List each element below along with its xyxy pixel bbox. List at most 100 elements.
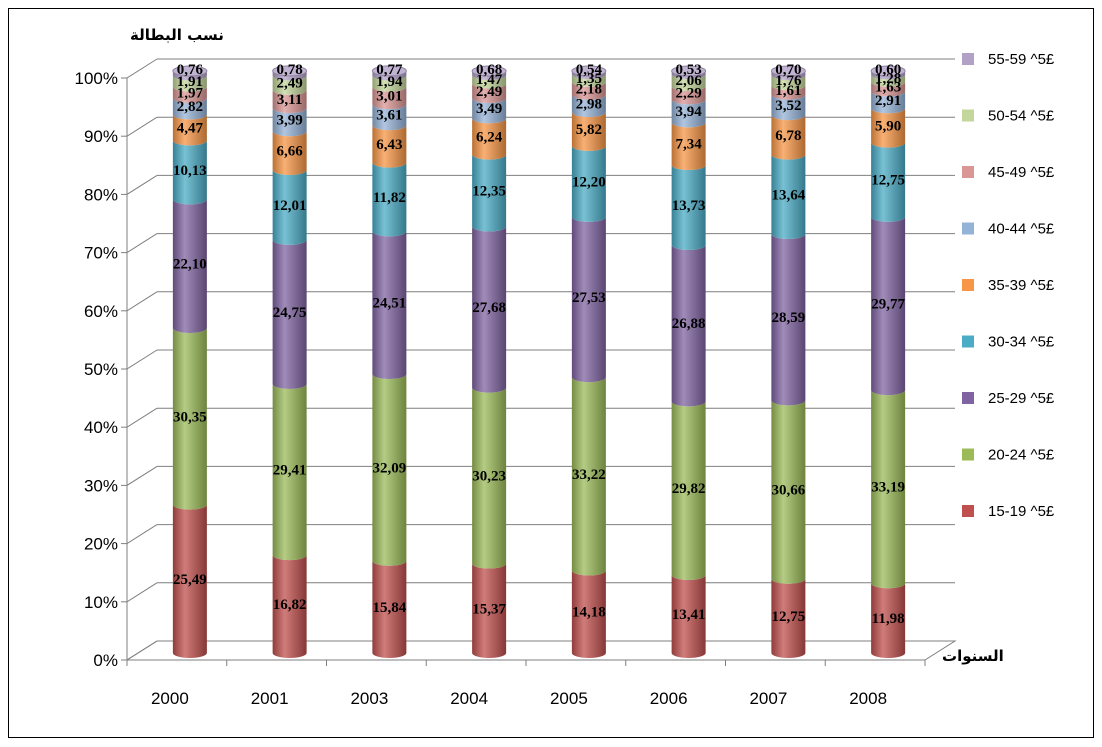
data-label: 33,22	[572, 467, 606, 483]
bar-segment	[571, 81, 606, 100]
bar-segment	[372, 374, 407, 566]
bar-segment	[472, 98, 507, 124]
data-label: 26,88	[672, 316, 706, 332]
data-label: 30,66	[772, 483, 806, 499]
data-label: 13,64	[772, 187, 806, 203]
data-label: 25,49	[173, 572, 207, 588]
data-label: 29,41	[273, 463, 307, 479]
bar-segment	[472, 74, 507, 89]
legend-swatch	[962, 53, 974, 65]
bar-segment	[771, 578, 806, 658]
bar-segment	[871, 108, 906, 148]
data-label: 0,60	[875, 62, 901, 78]
gridline-side	[126, 524, 158, 545]
bar-segment	[871, 70, 906, 80]
legend: 55-59 ^5£ 50-54 ^5£ 45-49 ^5£ 40-44 ^5£ 35-3…	[962, 51, 1055, 520]
bar-segment	[671, 71, 706, 80]
bar-segment	[871, 216, 906, 396]
bar-segment	[771, 85, 806, 100]
data-label: 0,76	[177, 62, 204, 78]
bar-segment	[671, 86, 706, 105]
bar-segment	[172, 86, 207, 104]
bar-segment	[571, 216, 606, 383]
bar-segment	[571, 377, 606, 576]
gridline-side	[126, 116, 158, 137]
y-tick-label: 0%	[93, 651, 118, 670]
legend-swatch	[962, 505, 974, 517]
bar-segment	[272, 383, 307, 561]
x-tick-label: 2000	[151, 689, 189, 708]
bar-segment	[571, 71, 606, 80]
data-label: 2,49	[277, 76, 303, 92]
data-label: 10,13	[173, 163, 207, 179]
data-label: 27,68	[472, 300, 506, 316]
data-label: 13,41	[672, 607, 706, 623]
data-label: 2,82	[177, 99, 203, 115]
bar-segment	[571, 145, 606, 222]
bar-segment	[571, 570, 606, 658]
y-axis-title: نسب البطالة	[130, 26, 224, 44]
y-tick-label: 80%	[84, 185, 118, 204]
gridline-side	[126, 465, 158, 486]
data-labels: 25,49 30,35 22,10 10,13 4,47 2,821,971,910,76…	[173, 62, 906, 627]
x-tick-label: 2007	[749, 689, 787, 708]
data-label: 0,70	[775, 62, 801, 78]
data-label: 1,47	[476, 72, 503, 88]
y-tick-label: 60%	[84, 302, 118, 321]
bar-segment	[871, 91, 906, 114]
x-tick-label: 2004	[450, 689, 488, 708]
data-label: 1,35	[576, 71, 602, 87]
bar-top-cap	[770, 65, 806, 77]
legend-label: 15-19 ^5£	[988, 503, 1055, 520]
bar-segment	[272, 555, 307, 658]
gridlines	[125, 58, 957, 661]
data-label: 12,75	[871, 173, 905, 189]
data-label: 1,94	[376, 74, 403, 90]
bar-segment	[472, 563, 507, 658]
data-label: 12,35	[472, 184, 506, 200]
data-label: 27,53	[572, 290, 606, 306]
bar-top-cap	[571, 65, 607, 77]
data-label: 6,43	[376, 137, 402, 153]
bar-segment	[372, 560, 407, 658]
bar-segment	[172, 114, 207, 146]
y-tick-label: 70%	[84, 244, 118, 263]
bar-segment	[472, 71, 507, 80]
data-label: 0,78	[277, 62, 303, 78]
bar-segment	[372, 162, 407, 237]
data-label: 2,18	[576, 81, 602, 97]
bar-segment	[671, 74, 706, 92]
legend-swatch	[962, 166, 974, 178]
legend-swatch	[962, 109, 974, 122]
data-label: 4,47	[177, 120, 204, 136]
axes: 0% 10% 20% 30% 40% 50% 60% 70% 80% 90% 100% 2000 200…	[75, 69, 926, 708]
data-label: 5,82	[576, 122, 602, 138]
bar-segment	[472, 387, 507, 569]
data-label: 12,20	[572, 174, 606, 190]
bar-segment	[671, 244, 706, 407]
data-label: 2,49	[476, 84, 502, 100]
data-label: 2,06	[676, 73, 703, 89]
data-label: 28,59	[772, 310, 806, 326]
bar-segment	[172, 98, 207, 120]
bar-segment	[172, 75, 207, 92]
bar-segment	[272, 239, 307, 389]
bar-segment	[871, 390, 906, 589]
data-label: 1,61	[775, 83, 801, 99]
x-tick-label: 2001	[251, 689, 289, 708]
data-label: 22,10	[173, 257, 207, 273]
data-label: 1,63	[875, 80, 901, 96]
data-label: 32,09	[373, 460, 407, 476]
bar-segment	[671, 165, 706, 250]
data-label: 2,29	[676, 86, 702, 102]
bar-segment	[172, 328, 207, 510]
data-label: 3,99	[277, 113, 303, 129]
data-label: 24,51	[373, 296, 407, 312]
y-tick-label: 50%	[84, 360, 118, 379]
bar-segment	[272, 75, 307, 95]
bar-segment	[372, 86, 407, 110]
data-label: 15,84	[373, 600, 407, 616]
legend-swatch	[962, 448, 974, 461]
x-tick-label: 2005	[550, 689, 588, 708]
